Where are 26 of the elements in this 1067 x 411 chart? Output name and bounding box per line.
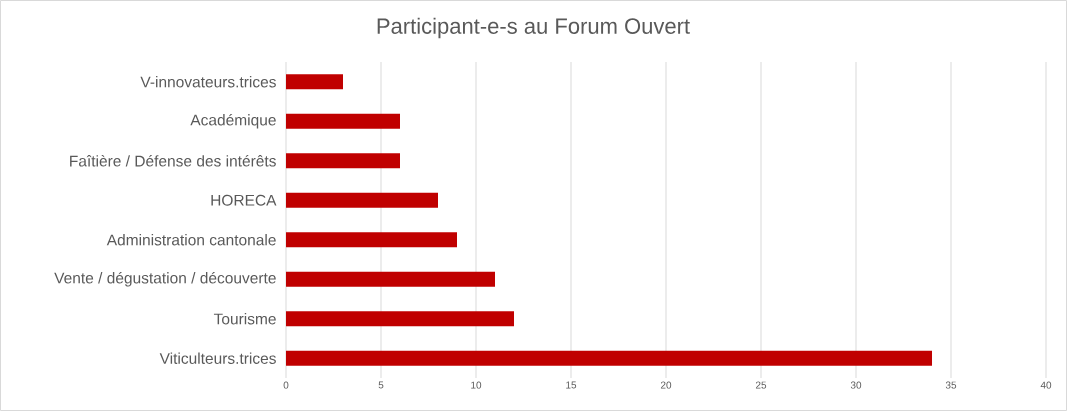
bar bbox=[286, 271, 495, 287]
bar bbox=[286, 311, 514, 327]
y-tick-label: Académique bbox=[190, 113, 276, 129]
y-tick-label: HORECA bbox=[211, 194, 277, 206]
y-tick-label: Faîtière / Défense des intérêts bbox=[70, 154, 276, 167]
x-tick-label: 5 bbox=[378, 381, 384, 389]
x-tick-label: 35 bbox=[945, 381, 957, 389]
x-tick-label: 20 bbox=[660, 381, 672, 389]
y-tick-label: Tourisme bbox=[213, 313, 276, 325]
x-tick-label: 10 bbox=[471, 381, 482, 389]
bar bbox=[286, 74, 343, 90]
bar bbox=[286, 113, 400, 129]
x-tick-label: 25 bbox=[755, 381, 767, 389]
bar bbox=[286, 350, 933, 366]
y-tick-label: V-innovateurs.trices bbox=[140, 76, 276, 88]
x-tick-label: 15 bbox=[566, 381, 577, 389]
y-tick-label: Vente / dégustation / découverte bbox=[54, 271, 276, 287]
chart-title: Participant-e-s au Forum Ouvert bbox=[377, 17, 690, 39]
x-tick-label: 30 bbox=[850, 381, 862, 389]
x-tick-label: 40 bbox=[1040, 381, 1052, 389]
bar bbox=[286, 153, 400, 169]
y-tick-label: Viticulteurs.trices bbox=[159, 352, 276, 364]
y-tick-label: Administration cantonale bbox=[106, 234, 276, 246]
x-tick-label: 0 bbox=[283, 381, 289, 389]
bar bbox=[286, 232, 457, 248]
bar bbox=[286, 192, 438, 208]
